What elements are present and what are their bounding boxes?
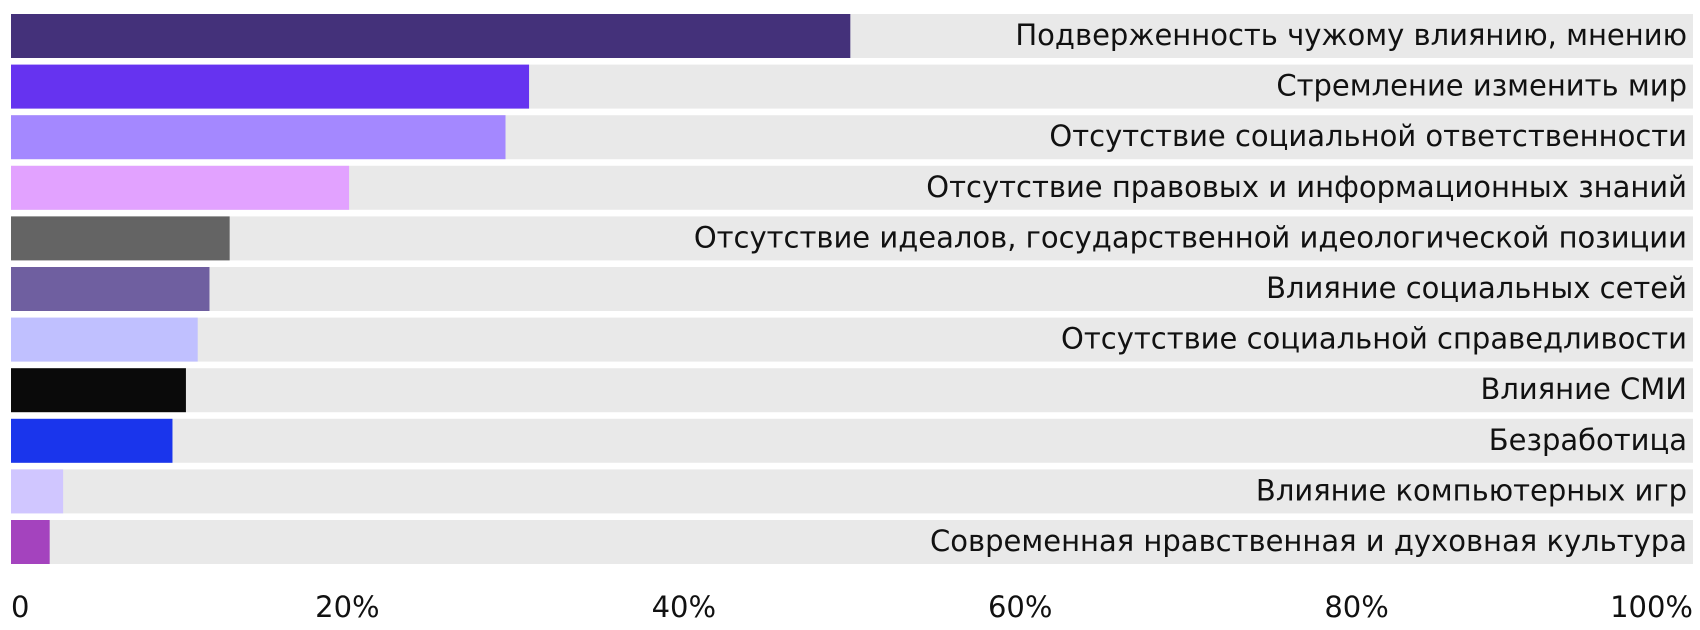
bar [11,14,851,58]
bar [11,267,210,311]
x-tick-label: 60% [988,590,1052,624]
category-label: Современная нравственная и духовная куль… [930,524,1687,558]
bar-track [11,216,1693,261]
category-label: Отсутствие социальной справедливости [1061,322,1687,356]
category-label: Влияние социальных сетей [1266,271,1687,305]
bar [11,469,64,514]
category-label: Влияние компьютерных игр [1256,473,1687,507]
category-label: Отсутствие социальной ответственности [1049,119,1687,153]
bar [11,418,173,463]
category-label: Безработица [1489,423,1687,457]
x-tick-label: 0 [11,590,29,624]
bar-track [11,368,1693,413]
x-tick-label: 40% [652,590,716,624]
bar [11,64,530,109]
bar-track [11,469,1693,514]
bar [11,520,50,564]
bar-track [11,418,1693,463]
bar-track [11,317,1693,362]
category-label: Отсутствие идеалов, государственной идео… [694,220,1687,254]
x-tick-label: 20% [315,590,379,624]
bar-track [11,520,1693,564]
bar [11,216,230,261]
x-tick-label: 80% [1324,590,1388,624]
bar-track [11,267,1693,311]
bar [11,165,350,210]
category-label: Отсутствие правовых и информационных зна… [926,170,1687,204]
category-label: Влияние СМИ [1480,372,1687,406]
x-tick-label: 100% [1610,590,1693,624]
bar [11,368,186,413]
bar [11,317,198,362]
bar [11,115,506,160]
category-label: Подверженность чужому влиянию, мнению [1015,18,1687,52]
category-label: Стремление изменить мир [1276,69,1687,103]
